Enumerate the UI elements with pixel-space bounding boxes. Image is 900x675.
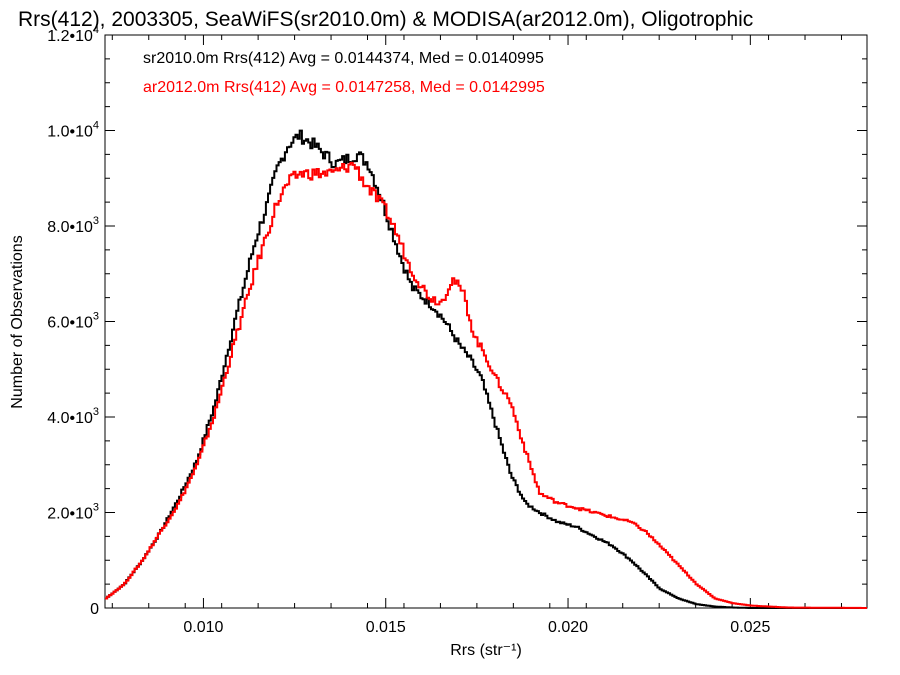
y-tick-label: 8.0•103 <box>47 215 99 236</box>
y-axis-label: Number of Observations <box>9 235 26 408</box>
y-tick-mantissa: 8.0•10 <box>47 219 93 236</box>
y-tick-label: 2.0•103 <box>47 502 99 523</box>
legend-entry-ar2012: ar2012.0m Rrs(412) Avg = 0.0147258, Med … <box>143 79 545 96</box>
y-tick-mantissa: 2.0•10 <box>47 506 93 523</box>
y-tick-mantissa: 1.2•10 <box>47 28 93 45</box>
y-tick-exponent: 3 <box>93 311 99 323</box>
y-tick-mantissa: 0 <box>90 601 99 618</box>
x-axis-label: Rrs (str⁻¹) <box>450 642 522 659</box>
x-tick-label: 0.010 <box>183 619 223 636</box>
y-tick-exponent: 3 <box>93 406 99 418</box>
series-line-1 <box>105 161 867 609</box>
y-tick-label: 6.0•103 <box>47 311 99 332</box>
y-tick-exponent: 3 <box>93 215 99 227</box>
y-tick-mantissa: 6.0•10 <box>47 315 93 332</box>
series-lines <box>105 129 867 609</box>
x-tick-label: 0.020 <box>548 619 588 636</box>
y-axis-ticks: 02.0•1034.0•1036.0•1038.0•1031.0•1041.2•… <box>47 24 867 618</box>
x-tick-label: 0.015 <box>366 619 406 636</box>
y-tick-label: 1.0•104 <box>47 120 99 141</box>
y-tick-mantissa: 4.0•10 <box>47 410 93 427</box>
y-tick-label: 0 <box>90 601 99 618</box>
y-tick-mantissa: 1.0•10 <box>47 124 93 141</box>
y-tick-label: 4.0•103 <box>47 406 99 427</box>
y-tick-exponent: 4 <box>93 120 99 132</box>
legend-entry-sr2010: sr2010.0m Rrs(412) Avg = 0.0144374, Med … <box>143 50 544 67</box>
y-tick-exponent: 3 <box>93 502 99 514</box>
plot-frame <box>104 34 868 609</box>
y-tick-label: 1.2•104 <box>47 24 99 45</box>
chart-title: Rrs(412), 2003305, SeaWiFS(sr2010.0m) & … <box>18 8 753 31</box>
series-line-0 <box>105 129 867 609</box>
y-tick-exponent: 4 <box>93 24 99 36</box>
x-tick-label: 0.025 <box>730 619 770 636</box>
x-axis-ticks: 0.010 0.015 0.020 0.025 <box>111 35 842 636</box>
